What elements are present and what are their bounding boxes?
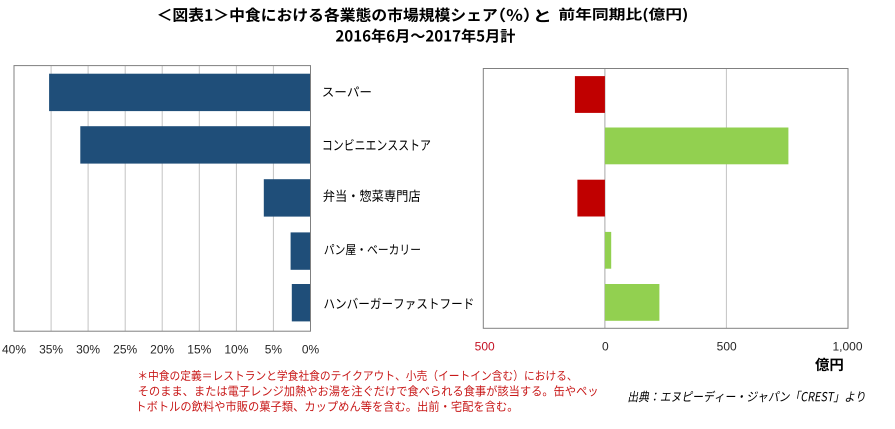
svg-text:1,000: 1,000 (832, 339, 862, 353)
svg-text:0%: 0% (302, 342, 320, 356)
svg-text:500: 500 (475, 339, 495, 353)
svg-text:35%: 35% (39, 342, 63, 356)
svg-text:25%: 25% (113, 342, 137, 356)
svg-text:30%: 30% (76, 342, 100, 356)
svg-text:10%: 10% (224, 342, 248, 356)
svg-text:20%: 20% (150, 342, 174, 356)
svg-text:5%: 5% (265, 342, 283, 356)
svg-text:0: 0 (602, 339, 609, 353)
svg-text:500: 500 (717, 339, 737, 353)
svg-text:15%: 15% (187, 342, 211, 356)
svg-text:40%: 40% (2, 342, 26, 356)
